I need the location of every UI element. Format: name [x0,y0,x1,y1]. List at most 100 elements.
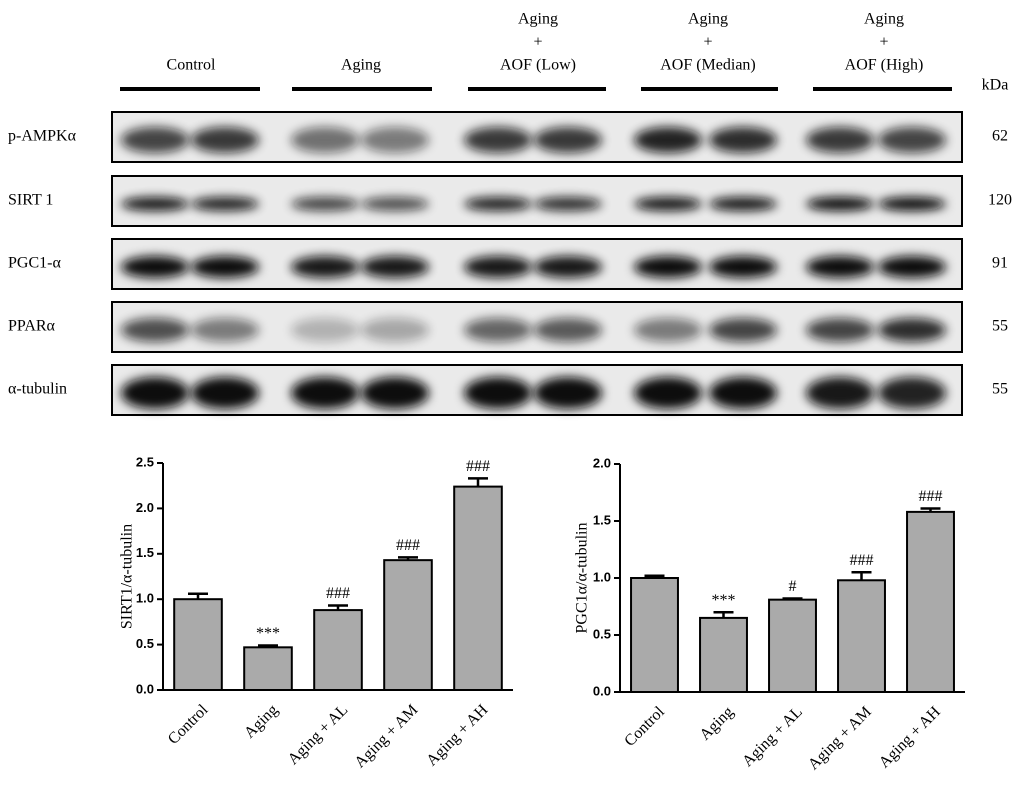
y-tick-label: 1.0 [136,591,154,606]
band [191,318,259,342]
bar [313,609,363,692]
band [361,127,429,153]
error-bar [258,644,278,648]
band [361,318,429,342]
bar [906,510,955,693]
bands [121,197,946,211]
bar [768,598,817,693]
band [806,318,874,342]
row-label: SIRT 1 [8,192,53,209]
band [291,256,359,278]
significance-label: *** [256,625,280,642]
y-tick-label: 1.5 [593,512,611,527]
error-bar [644,574,665,578]
group-label: AOF (Median) [660,57,756,74]
kda-value: 91 [992,255,1008,272]
band [464,256,532,278]
significance-label: ### [326,585,350,602]
bar [630,577,679,693]
error-bar [468,477,488,487]
band [121,256,189,278]
group-label: + [533,34,542,51]
band [291,127,359,153]
significance-label: ### [919,488,943,505]
kda-value: 55 [992,318,1008,335]
group-label: Control [167,57,216,74]
band [709,127,777,153]
band [191,197,259,211]
bands [121,318,946,342]
y-tick-label: 0.0 [136,681,154,696]
error-bar [328,604,348,611]
y-tick-label: 1.0 [593,569,611,584]
band [361,197,429,211]
band [291,377,359,409]
band [291,318,359,342]
kda-header: kDa [982,77,1009,94]
row-label: α-tubulin [8,381,67,398]
x-tick-label: Aging + AH [876,703,944,771]
row-label: PGC1-α [8,255,61,272]
bar [453,485,503,691]
band [361,256,429,278]
significance-label: # [789,578,797,595]
band [464,318,532,342]
bar [699,616,748,694]
y-tick-label: 1.5 [136,545,154,560]
band [121,318,189,342]
band [709,197,777,211]
y-tick-label: 2.5 [136,454,154,469]
group-label: + [879,34,888,51]
y-axis-label: SIRT1/α-tubulin [119,524,136,629]
significance-label: ### [850,552,874,569]
error-bar [782,597,803,600]
x-tick-label: Control [165,701,212,748]
x-tick-label: Aging + AL [739,703,806,770]
bands [121,127,946,153]
band [878,318,946,342]
y-tick-label: 0.0 [593,683,611,698]
band [191,377,259,409]
y-tick-label: 2.0 [593,455,611,470]
band [534,318,602,342]
x-tick-label: Control [621,703,668,750]
group-label: Aging [341,57,381,74]
band [291,197,359,211]
error-bar [398,556,418,561]
x-tick-label: Aging [241,701,281,741]
band [806,377,874,409]
band [878,197,946,211]
group-label: + [703,34,712,51]
significance-label: ### [466,458,490,475]
band [709,256,777,278]
band [464,127,532,153]
x-tick-label: Aging + AM [805,703,875,773]
x-tick-label: Aging [697,703,737,743]
band [878,256,946,278]
band [634,377,702,409]
band [534,256,602,278]
bands [121,256,946,278]
bar [243,646,293,691]
band [361,377,429,409]
band [806,197,874,211]
y-axis-label: PGC1α/α-tubulin [574,523,591,634]
kda-value: 120 [988,192,1012,209]
bar [173,598,223,692]
band [806,256,874,278]
band [121,377,189,409]
band [464,197,532,211]
row-label: PPARα [8,318,56,335]
significance-label: ### [396,537,420,554]
error-bar [920,507,941,512]
band [534,377,602,409]
row-label: p-AMPKα [8,128,77,145]
band [534,127,602,153]
y-tick-label: 2.0 [136,500,154,515]
band [709,377,777,409]
bands [121,377,946,409]
band [464,377,532,409]
band [878,377,946,409]
bar [837,579,886,694]
